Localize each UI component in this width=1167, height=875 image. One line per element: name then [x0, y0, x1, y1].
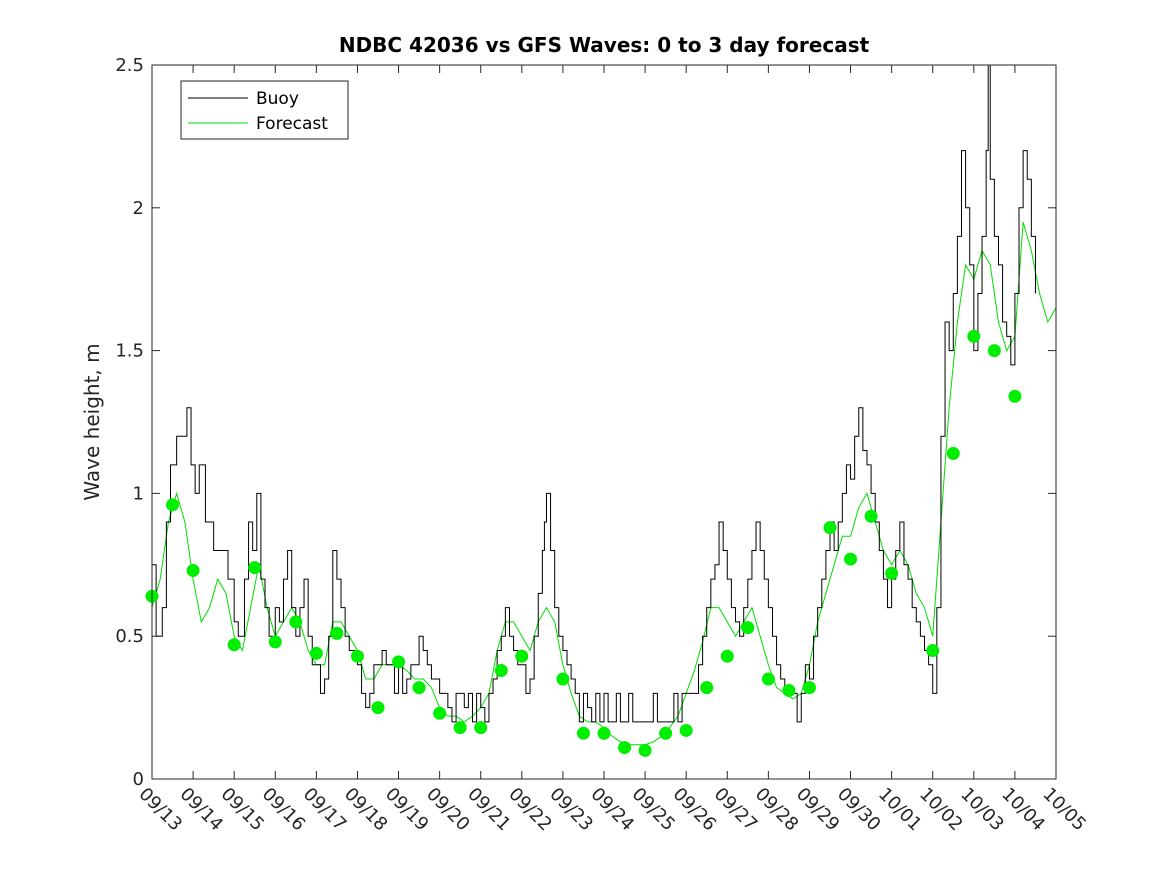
forecast-marker-point: [371, 701, 385, 715]
forecast-marker-point: [700, 681, 714, 695]
forecast-marker-point: [885, 566, 899, 580]
forecast-marker-point: [474, 721, 488, 735]
forecast-marker-point: [330, 626, 344, 640]
forecast-marker-point: [782, 683, 796, 697]
forecast-marker-point: [1008, 389, 1022, 403]
forecast-marker-point: [576, 726, 590, 740]
forecast-marker-point: [761, 672, 775, 686]
forecast-marker-point: [227, 638, 241, 652]
buoy-line: [152, 65, 1036, 723]
series-buoy-line: [152, 65, 1036, 723]
y-tick-label: 1: [133, 483, 144, 504]
forecast-marker-point: [844, 552, 858, 566]
forecast-marker-point: [556, 672, 570, 686]
plot-area: [152, 65, 1056, 779]
y-tick-label: 2: [133, 198, 144, 219]
forecast-marker-point: [967, 329, 981, 343]
forecast-marker-point: [350, 649, 364, 663]
forecast-marker-point: [453, 721, 467, 735]
forecast-marker-point: [679, 723, 693, 737]
forecast-marker-point: [412, 681, 426, 695]
forecast-marker-point: [618, 741, 632, 755]
forecast-marker-point: [987, 344, 1001, 358]
legend-forecast-label: Forecast: [256, 114, 328, 134]
forecast-marker-point: [433, 706, 447, 720]
forecast-marker-point: [494, 663, 508, 677]
forecast-marker-point: [597, 726, 611, 740]
forecast-marker-point: [864, 509, 878, 523]
y-axis: 0 0.5 1 1.5 2 2.5: [115, 55, 1056, 790]
forecast-marker-point: [268, 635, 282, 649]
forecast-marker-point: [309, 646, 323, 660]
y-axis-label: Wave height, m: [80, 343, 104, 500]
forecast-marker-point: [823, 521, 837, 535]
forecast-marker-point: [659, 726, 673, 740]
forecast-marker-point: [926, 643, 940, 657]
y-tick-label: 0: [133, 769, 144, 790]
forecast-marker-point: [741, 621, 755, 635]
forecast-marker-point: [166, 498, 180, 512]
legend: Buoy Forecast: [180, 80, 349, 140]
forecast-marker-point: [248, 561, 262, 575]
y-tick-label: 0.5: [115, 626, 144, 647]
forecast-marker-point: [720, 649, 734, 663]
legend-buoy-label: Buoy: [256, 89, 299, 109]
forecast-marker-point: [515, 649, 529, 663]
forecast-marker-point: [289, 615, 303, 629]
forecast-marker-point: [186, 564, 200, 578]
y-tick-label: 2.5: [115, 55, 144, 76]
forecast-marker-point: [946, 446, 960, 460]
y-tick-label: 1.5: [115, 341, 144, 362]
legend-box: [180, 80, 349, 140]
chart-title: NDBC 42036 vs GFS Waves: 0 to 3 day fore…: [339, 33, 870, 57]
forecast-marker-point: [392, 655, 406, 669]
forecast-marker-point: [802, 681, 816, 695]
forecast-marker-point: [638, 743, 652, 757]
